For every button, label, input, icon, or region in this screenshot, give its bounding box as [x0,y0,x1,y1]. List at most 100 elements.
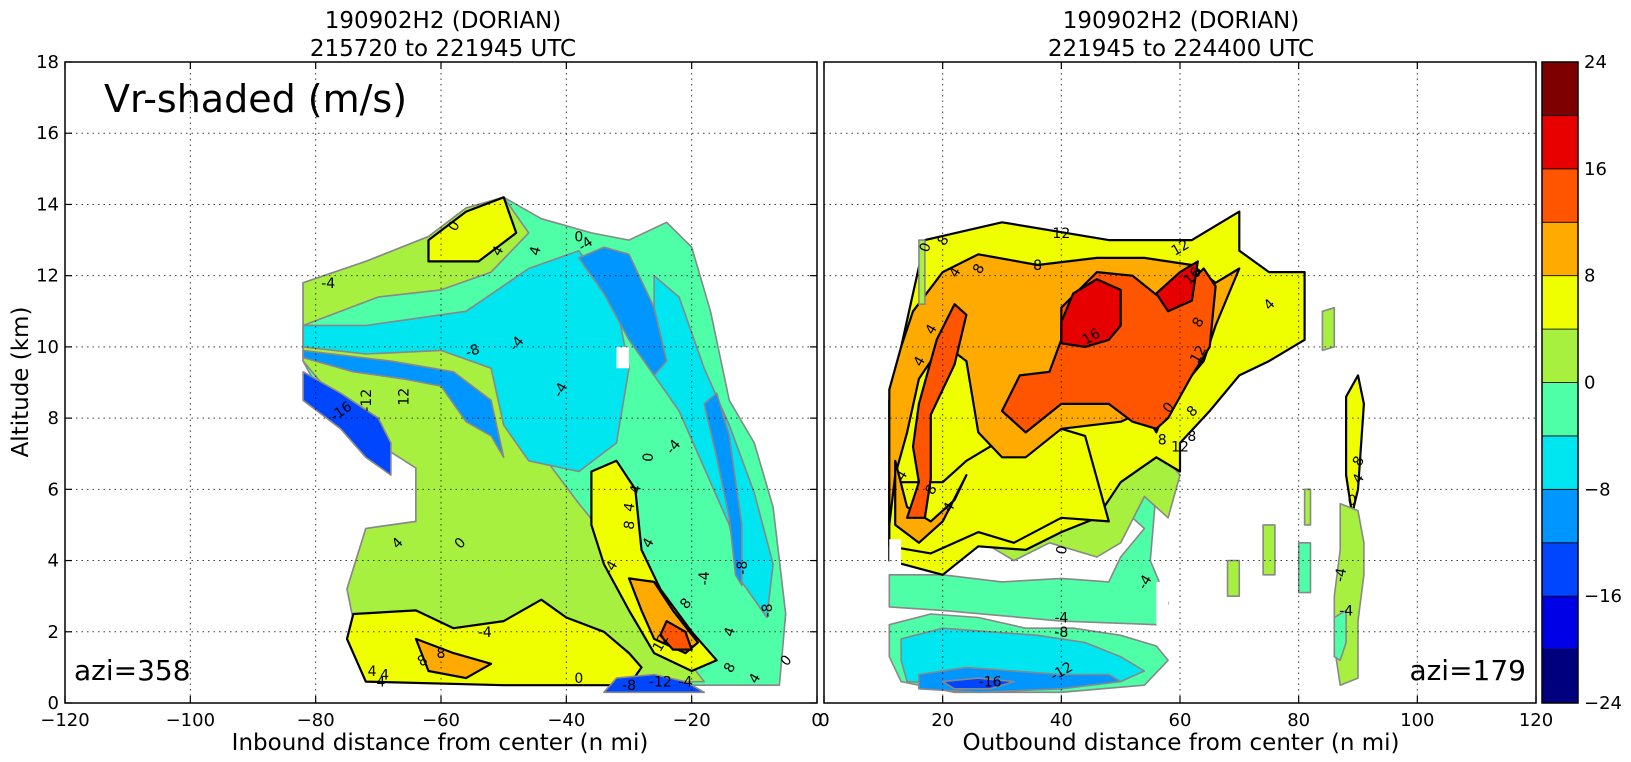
contour-label: -4 [371,675,385,691]
contour-region-8 [659,619,693,651]
contour-region-22 [918,239,926,305]
colorbar-ticks: 24 16 8 0 −8 −16 −24 [1584,52,1622,714]
colorbar-tick-label: −24 [1584,693,1622,714]
colorbar: 24 16 8 0 −8 −16 −24 [1541,52,1622,714]
contour-label: -4 [321,276,335,292]
contour-label: 4 [368,664,377,680]
left-grid [65,62,817,703]
left-panel: 190902H2 (DORIAN) 215720 to 221945 UTC 4… [8,8,823,756]
colorbar-cell [1541,168,1579,223]
contour-label: -4 [1054,611,1068,627]
contour-label: 8 [621,519,638,531]
contour-region-4 [427,196,518,263]
contour-label: 8 [1033,258,1042,274]
contour-region-7 [905,303,968,519]
colorbar-frame [1541,61,1579,704]
contour-region-9 [302,249,630,473]
colorbar-tick-label: 16 [1584,159,1607,180]
colorbar-tick-label: −16 [1584,586,1622,607]
contour-region-9 [1060,278,1122,348]
right-grid [824,62,1536,703]
right-x-axis-label: Outbound distance from center (n mi) [963,730,1400,756]
contour-label: -8 [1054,625,1068,641]
left-title-line1: 190902H2 (DORIAN) [325,8,562,34]
contour-region-5 [590,459,718,673]
colorbar-cell [1541,595,1579,650]
contour-label: -16 [979,675,1002,691]
contour-label: -12 [649,675,672,691]
data-gap-1 [1156,581,1169,625]
contour-region-3 [345,598,643,687]
colorbar-cell [1541,382,1579,437]
data-gap-0 [616,346,629,369]
y-tick-label: 0 [48,693,59,714]
contour-region-17 [1321,306,1336,352]
left-heatmap [302,196,787,694]
right-heatmap [888,210,1366,694]
right-title-line2: 221945 to 224400 UTC [1048,36,1314,62]
contour-label: 4 [628,484,645,496]
y-tick-label: 10 [36,337,59,358]
x-tick-label: −40 [547,710,585,731]
contour-label: 16 [1080,326,1104,349]
x-tick-label: −120 [40,710,89,731]
colorbar-cell [1541,649,1579,704]
contour-label: 12 [1171,440,1189,456]
contour-label: 12 [650,631,673,654]
contour-label: 0 [574,671,583,687]
colorbar-cell [1541,275,1579,330]
contour-label: -8 [735,561,751,575]
contour-label: 12 [1187,343,1210,366]
colorbar-cell [1541,115,1579,170]
contour-label: 12 [396,388,412,406]
contour-label: -8 [463,341,482,361]
contour-label: -4 [697,571,713,585]
colorbar-cell [1541,435,1579,490]
contour-label: 8 [1187,429,1196,445]
colorbar-tick-label: 0 [1584,373,1595,394]
y-tick-label: 6 [48,479,59,500]
contour-region-11 [302,349,505,459]
y-tick-label: 2 [48,622,59,643]
colorbar-tick-label: 24 [1584,52,1607,73]
contour-region-13 [941,677,1015,690]
contour-label: 0 [1348,493,1357,509]
contour-label: -8 [760,603,776,617]
contour-label: 4 [621,501,638,513]
contour-region-15 [603,673,706,694]
y-axis-label: Altitude (km) [8,307,34,458]
contour-label: 12 [1169,237,1192,260]
x-tick-label: 0 [811,710,822,731]
right-panel: 190902H2 (DORIAN) 221945 to 224400 UTC 0… [818,8,1553,756]
left-y-ticks: 0 2 4 6 8 10 12 14 16 18 [36,52,817,714]
contour-label: -8 [622,678,636,694]
contour-label: -4 [1339,603,1353,619]
contour-label: 0 [640,452,657,462]
contour-region-19 [1262,524,1276,576]
colorbar-cell [1541,488,1579,544]
contour-label: -4 [678,675,692,691]
y-tick-label: 12 [36,266,59,287]
contour-region-13 [703,392,743,587]
contour-region-6 [414,637,493,680]
x-tick-label: 0 [818,710,829,731]
contour-label: -12 [359,389,375,412]
contour-label: 12 [1052,226,1070,242]
x-tick-label: −20 [673,710,711,731]
x-tick-label: 60 [1169,710,1192,731]
contour-label: -4 [478,625,492,641]
y-tick-label: 4 [48,551,59,572]
y-tick-label: 16 [36,123,59,144]
right-azimuth-label: azi=179 [1409,654,1526,687]
contour-label: 8 [1158,432,1167,448]
right-x-ticks: 0 20 40 60 80 100 120 [818,62,1553,731]
y-tick-label: 14 [36,194,59,215]
x-tick-label: 80 [1287,710,1310,731]
vr-shaded-annotation: Vr-shaded (m/s) [104,77,407,121]
contour-label: 0 [1054,544,1071,556]
contour-region-16 [1333,609,1347,662]
colorbar-cell [1541,328,1579,383]
